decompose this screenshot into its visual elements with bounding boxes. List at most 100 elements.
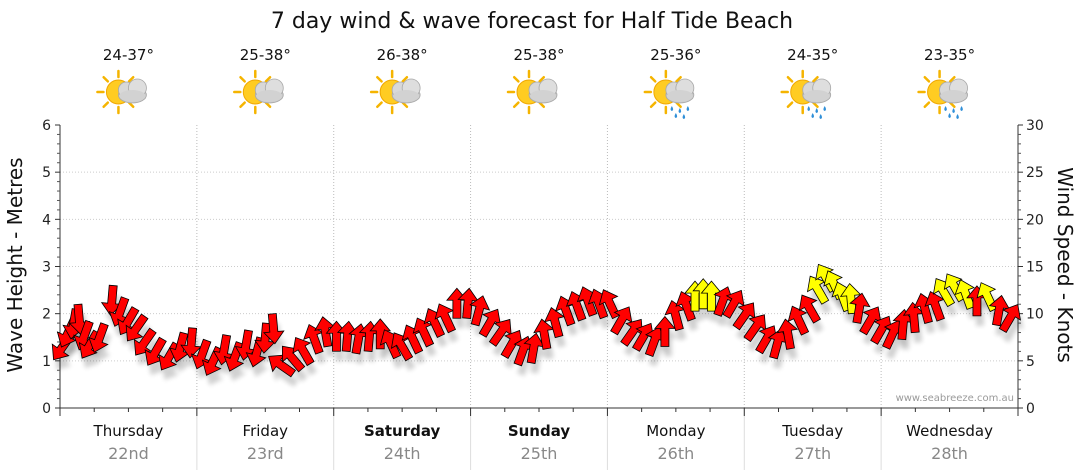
weather-header: 24-37° 25-38° 26-38° 25-38° 25-36° 24-35° 23-3… <box>96 46 975 119</box>
wind-wave-arrow <box>892 308 915 341</box>
chart-title: 7 day wind & wave forecast for Half Tide… <box>271 9 793 34</box>
wind-wave-arrow <box>675 290 696 322</box>
wind-wave-arrow <box>932 278 956 308</box>
sun-cloud-icon <box>96 69 147 115</box>
wind-wave-arrow <box>144 336 167 366</box>
wind-wave-arrow <box>500 329 523 359</box>
sun-cloud-icon <box>506 69 558 115</box>
wind-wave-arrow <box>180 327 202 359</box>
sun-cloud-rain-icon <box>643 69 695 119</box>
wind-wave-arrow <box>401 324 424 355</box>
day-temp-range: 23-35° <box>924 46 975 64</box>
wind-wave-arrow <box>190 338 212 370</box>
wind-wave-arrow <box>336 320 359 352</box>
wind-wave-arrow <box>610 306 633 336</box>
day-temp-range: 24-35° <box>787 46 838 64</box>
right-tick-label: 15 <box>1026 260 1044 276</box>
sun-cloud-icon <box>369 69 421 115</box>
wind-wave-arrow <box>523 332 545 364</box>
wind-wave-arrow <box>314 316 336 348</box>
left-tick-label: 0 <box>42 401 51 417</box>
chart-axes: 0 1 2 3 4 5 6 0 5 10 15 20 25 30 <box>42 118 1044 417</box>
wind-wave-arrow <box>117 306 140 336</box>
day-labels: Thursday 22nd Friday 23rd Saturday 24th Sunday… <box>93 422 994 463</box>
day-temp-range: 25-36° <box>650 46 701 64</box>
day-date-label: 26th <box>657 444 694 463</box>
wind-wave-arrow <box>268 354 297 378</box>
wind-wave-arrow <box>469 295 491 327</box>
wind-wave-arrow <box>998 303 1021 334</box>
wind-wave-arrow <box>88 322 109 353</box>
forecast-arrows <box>51 263 1024 387</box>
sun-cloud-rain-icon <box>780 69 832 119</box>
wind-wave-arrow <box>849 292 871 324</box>
wind-wave-arrow <box>281 345 306 373</box>
right-tick-label: 5 <box>1026 354 1035 370</box>
wind-wave-arrow <box>212 334 235 366</box>
wind-wave-arrow <box>544 307 565 339</box>
wind-arrow-shadow <box>271 365 299 387</box>
day-name-label: Saturday <box>364 422 441 440</box>
wind-wave-arrow <box>254 322 276 354</box>
right-axis-label: Wind Speed - Knots <box>1053 167 1077 363</box>
sun-cloud-icon <box>233 69 284 115</box>
wind-wave-arrow <box>262 313 285 345</box>
wind-wave-arrow <box>488 318 512 347</box>
day-name-label: Friday <box>243 422 289 440</box>
wind-wave-arrow <box>902 301 925 334</box>
wind-wave-arrow <box>722 289 745 319</box>
wind-wave-arrow <box>390 332 414 362</box>
wind-wave-arrow <box>798 294 821 324</box>
left-tick-label: 3 <box>42 260 51 276</box>
wind-wave-arrow <box>125 313 149 342</box>
day-name-label: Thursday <box>93 422 164 440</box>
day-temp-range: 25-38° <box>240 46 291 64</box>
day-date-label: 28th <box>931 444 968 463</box>
left-tick-label: 5 <box>42 165 51 181</box>
left-tick-label: 2 <box>42 307 51 323</box>
wind-wave-arrow <box>234 329 257 361</box>
day-temp-range: 26-38° <box>377 46 428 64</box>
right-tick-label: 20 <box>1026 212 1044 228</box>
right-tick-label: 10 <box>1026 307 1044 323</box>
sun-cloud-rain-icon <box>917 69 969 119</box>
wind-wave-arrow <box>654 315 676 347</box>
left-tick-label: 1 <box>42 354 51 370</box>
right-tick-label: 25 <box>1026 165 1044 181</box>
wind-wave-arrow <box>133 327 157 356</box>
left-tick-label: 4 <box>42 212 51 228</box>
wind-wave-arrow <box>108 296 130 327</box>
watermark: www.seabreeze.com.au <box>896 393 1014 404</box>
chart-grid <box>60 125 1018 470</box>
day-date-label: 25th <box>521 444 558 463</box>
wind-wave-arrow <box>369 318 392 350</box>
wind-wave-arrow <box>988 294 1011 327</box>
day-name-label: Sunday <box>508 422 571 440</box>
wind-wave-arrow <box>859 306 882 336</box>
right-tick-label: 0 <box>1026 401 1035 417</box>
day-name-label: Monday <box>646 422 705 440</box>
day-date-label: 23rd <box>247 444 284 463</box>
day-name-label: Wednesday <box>906 422 993 440</box>
wind-arrow-shadow <box>1002 314 1024 343</box>
wind-wave-arrow <box>412 317 435 348</box>
wind-wave-arrow <box>292 337 315 367</box>
left-axis-label: Wave Height - Metres <box>3 157 27 372</box>
wind-wave-arrow <box>457 287 479 319</box>
right-tick-label: 30 <box>1026 118 1044 134</box>
left-tick-label: 6 <box>42 118 51 134</box>
day-name-label: Tuesday <box>781 422 843 440</box>
wind-wave-arrow <box>478 308 501 338</box>
wind-wave-arrow <box>100 284 123 317</box>
wind-wave-arrow <box>924 290 945 322</box>
wind-wave-arrow <box>533 318 555 350</box>
day-temp-range: 24-37° <box>103 46 154 64</box>
wind-wave-arrow <box>776 318 799 350</box>
day-date-label: 24th <box>384 444 421 463</box>
day-date-label: 27th <box>794 444 831 463</box>
day-date-label: 22nd <box>108 444 149 463</box>
wind-wave-arrow <box>434 303 457 334</box>
day-temp-range: 25-38° <box>513 46 564 64</box>
wind-wave-arrow <box>732 302 756 331</box>
